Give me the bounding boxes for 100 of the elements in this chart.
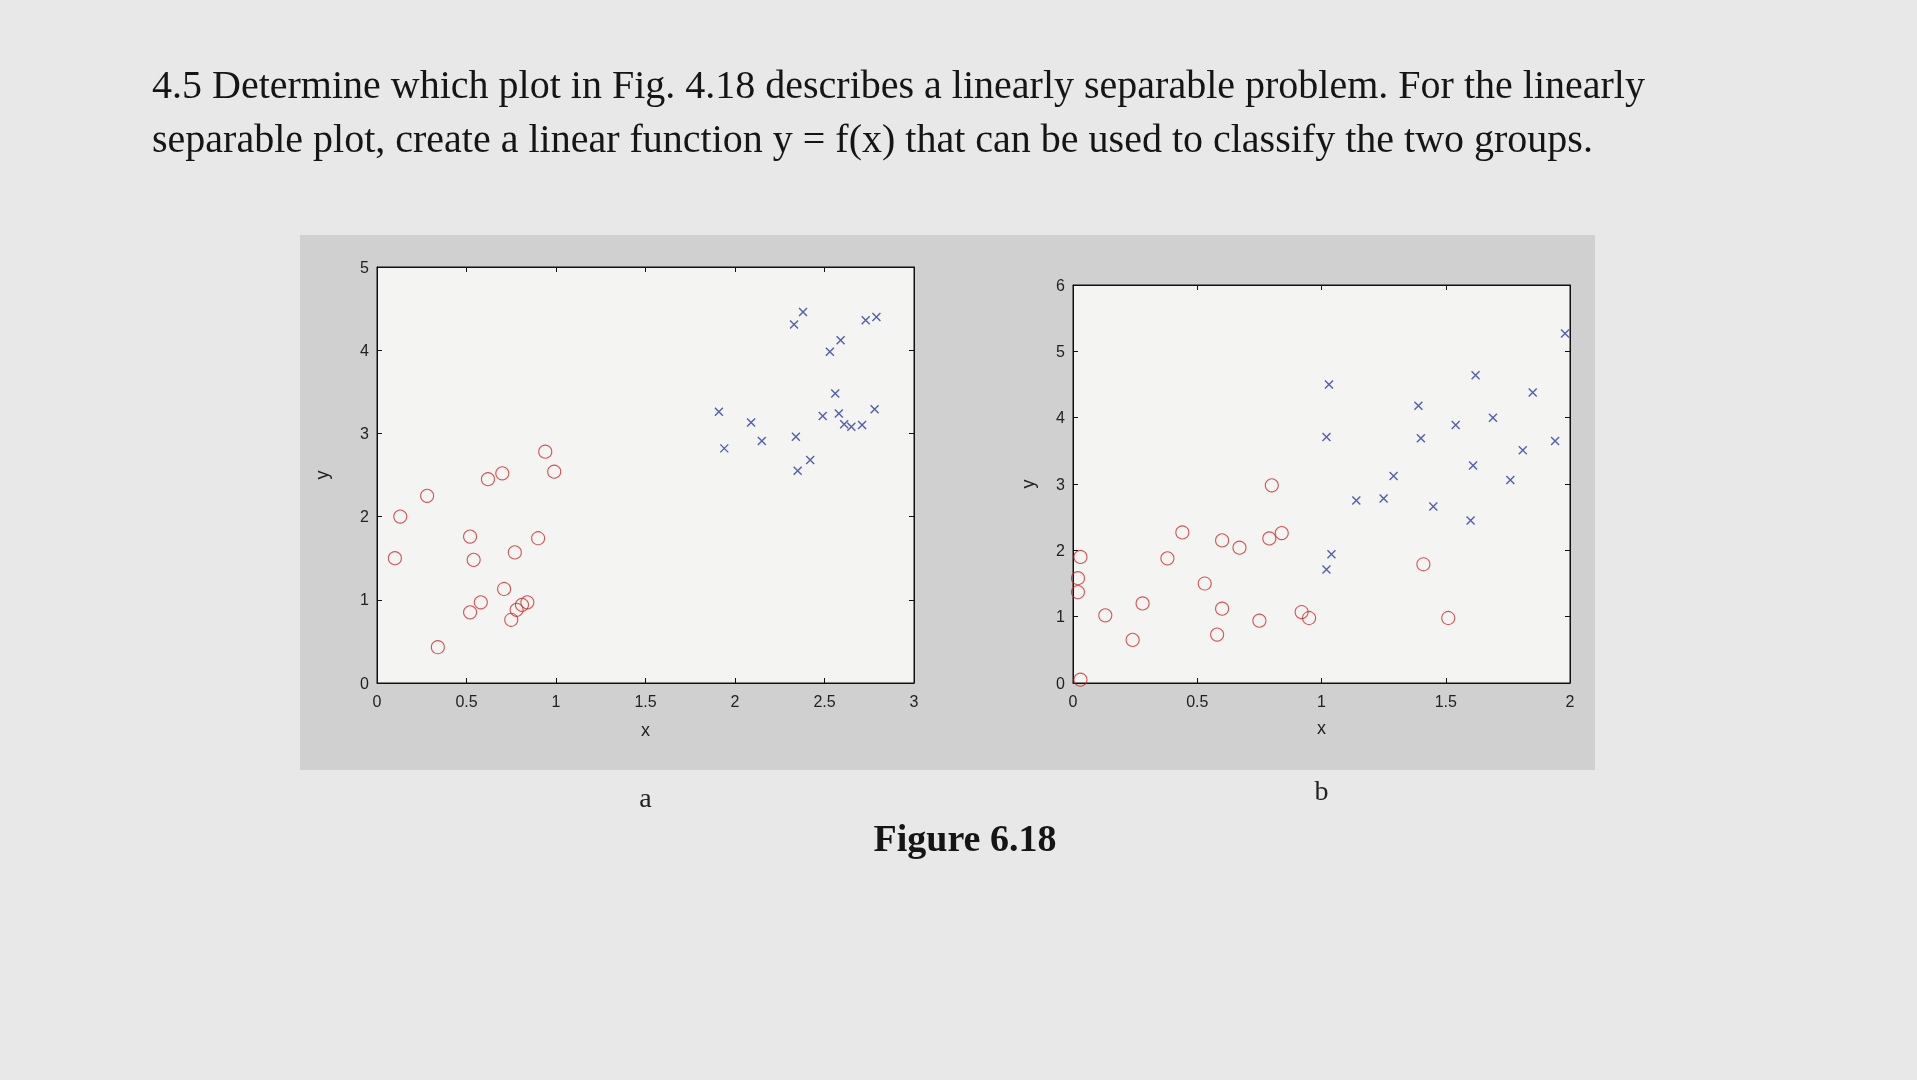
point [1488,412,1498,423]
point [1321,432,1332,442]
point [1098,608,1113,623]
x-axis-title: x [641,720,650,740]
point [480,472,496,487]
point [1160,551,1175,566]
point [509,602,524,617]
point [791,432,801,442]
point [1264,478,1279,493]
point [1232,540,1247,555]
point [839,419,849,429]
y-tick-label: 1 [1056,608,1066,626]
y-tick-label: 4 [360,341,370,359]
y-tick-label: 6 [1056,276,1066,294]
point [1175,525,1190,540]
y-tick-label: 0 [360,674,370,692]
point [1528,387,1538,398]
x-tick-label: 0.5 [1186,692,1209,710]
point [857,420,867,430]
point [1550,436,1560,446]
point [834,408,844,419]
point [871,312,882,322]
point [830,388,840,399]
point [746,417,756,428]
point [1135,596,1150,611]
point [1441,610,1456,626]
point [1070,571,1086,586]
point [1197,576,1212,591]
point [1274,526,1289,541]
point [507,545,522,560]
point [1210,627,1225,642]
y-axis-title: y [312,470,332,480]
point [497,581,512,597]
point [846,422,857,432]
y-tick-label: 0 [1056,674,1066,692]
x-tick-label: 1 [551,692,561,710]
point [473,595,488,610]
point [466,552,481,567]
point [1428,501,1439,512]
point [1505,475,1516,485]
point [531,531,546,546]
point [818,411,828,421]
x-tick-label: 0 [1068,692,1078,710]
point [1125,632,1140,647]
point [1450,420,1461,430]
y-tick-label: 2 [1056,541,1066,559]
text: Figure 6.18 [872,816,1058,861]
point [430,640,445,655]
point [1321,564,1332,575]
point [805,455,815,465]
point [714,407,724,417]
point [520,595,535,610]
x-axis-title: x [1317,718,1326,738]
point [463,605,478,620]
point [1518,445,1528,455]
text: b [1314,774,1329,806]
point [1560,328,1570,339]
point [869,404,880,414]
text: a [639,781,653,813]
point [495,466,510,481]
x-tick-label: 0 [372,692,382,710]
x-tick-label: 2 [1565,692,1575,710]
x-tick-label: 1.5 [1434,692,1457,710]
y-tick-label: 3 [360,424,370,442]
point [1468,460,1478,471]
point [504,612,519,627]
y-tick-label: 2 [360,508,370,526]
x-tick-label: 3 [909,692,919,710]
point [835,335,846,345]
point [1465,515,1476,526]
y-tick-label: 4 [1056,409,1066,427]
point [1351,495,1361,506]
y-tick-label: 5 [1056,342,1066,360]
point [1252,613,1267,628]
x-tick-label: 0.5 [455,692,478,710]
x-tick-label: 1 [1317,692,1327,710]
point [1215,533,1230,548]
y-tick-label: 3 [1056,475,1066,493]
point [420,488,435,503]
point [1073,672,1088,687]
point [792,466,803,476]
point [1324,379,1334,390]
point [387,551,402,566]
point [1470,370,1481,380]
point [1294,604,1309,620]
point [757,436,767,446]
point [1413,401,1424,411]
point [547,464,562,479]
point [1378,493,1389,504]
point [825,347,835,357]
x-tick-label: 2.5 [813,692,836,710]
y-tick-label: 1 [360,591,370,609]
point [1215,601,1230,616]
point [1070,585,1086,600]
point [719,443,729,454]
y-tick-label: 5 [360,258,370,276]
point [393,509,408,524]
point [1262,531,1277,546]
y-axis-title: y [1018,479,1038,489]
point [789,319,799,330]
